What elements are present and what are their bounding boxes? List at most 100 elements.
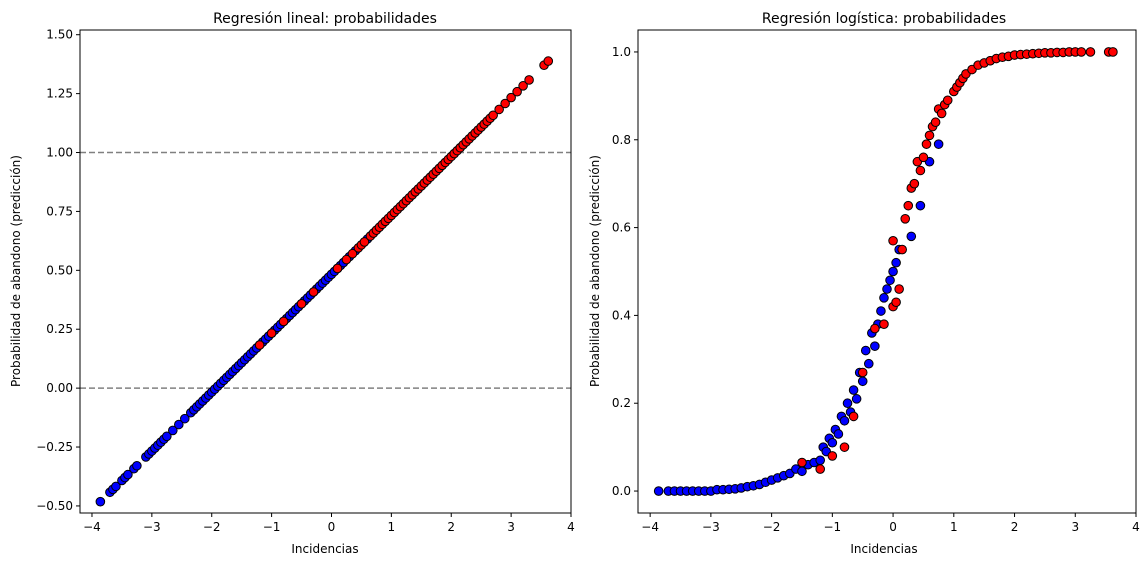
chart-linear: Regresión lineal: probabilidades −0.50 −0…	[9, 11, 575, 556]
data-point	[842, 398, 853, 409]
data-point	[921, 139, 932, 149]
data-point	[918, 152, 929, 163]
data-point	[132, 460, 142, 471]
x-tick-label: −4	[641, 520, 659, 534]
data-point	[266, 328, 277, 339]
data-point	[488, 110, 498, 121]
data-point	[827, 451, 838, 461]
data-point	[848, 411, 859, 422]
x-tick-label: −2	[203, 520, 221, 534]
data-point	[891, 257, 901, 268]
data-point	[296, 298, 307, 309]
x-axis-label: Incidencias	[850, 542, 917, 556]
y-axis-label: Probabilidad de abandono (predicción)	[9, 155, 23, 387]
data-point	[162, 431, 172, 442]
data-point	[168, 425, 178, 436]
y-ticks: 0.0 0.2 0.4 0.6 0.8 1.0	[612, 45, 638, 498]
data-point	[860, 345, 871, 356]
x-tick-label: 2	[1011, 520, 1019, 534]
x-ticks: −4 −3 −2 −1 0 1 2 3 4	[83, 513, 575, 534]
data-point	[524, 75, 534, 85]
data-point	[930, 117, 941, 128]
data-point	[888, 235, 898, 246]
y-tick-label: −0.25	[36, 440, 73, 454]
data-point	[885, 275, 895, 286]
data-point	[915, 165, 926, 176]
y-tick-label: −0.50	[36, 499, 73, 513]
y-tick-label: 1.25	[46, 87, 73, 101]
x-tick-label: −1	[823, 520, 841, 534]
data-point	[1085, 47, 1096, 57]
data-point	[857, 376, 868, 387]
data-point	[179, 413, 190, 424]
plot-frame	[637, 29, 1137, 514]
data-point	[833, 429, 844, 439]
x-ticks: −4 −3 −2 −1 0 1 2 3 4	[641, 513, 1140, 534]
reference-lines	[80, 151, 571, 389]
data-points	[95, 56, 554, 507]
y-tick-label: 0.6	[612, 221, 631, 235]
chart-logistic: Regresión logística: probabilidades 0.0 0…	[588, 11, 1140, 556]
y-tick-label: 1.50	[46, 28, 73, 42]
chart-title: Regresión lineal: probabilidades	[213, 11, 437, 27]
x-tick-label: −1	[263, 520, 281, 534]
data-point	[827, 437, 838, 448]
data-point	[123, 469, 133, 480]
data-point	[332, 263, 343, 274]
data-point	[882, 284, 892, 294]
data-point	[870, 341, 880, 351]
data-point	[924, 130, 935, 141]
data-point	[933, 139, 944, 149]
chart-title: Regresión logística: probabilidades	[762, 11, 1006, 27]
y-tick-label: 1.0	[612, 45, 631, 59]
x-tick-label: 1	[950, 520, 958, 534]
data-point	[174, 419, 184, 430]
data-point	[254, 340, 265, 350]
y-ticks: −0.50 −0.25 0.00 0.25 0.50 0.75 1.00 1.25 1.50	[36, 28, 80, 513]
data-point	[942, 95, 953, 106]
data-point	[543, 56, 554, 66]
data-point	[518, 81, 528, 91]
data-point	[839, 442, 850, 452]
data-point	[848, 385, 859, 395]
y-tick-label: 0.2	[612, 396, 631, 410]
data-point	[900, 214, 911, 224]
data-point	[915, 200, 926, 211]
data-point	[906, 231, 917, 242]
x-tick-label: 3	[1071, 520, 1079, 534]
y-axis-label: Probabilidad de abandono (predicción)	[588, 155, 602, 387]
y-tick-label: 0.25	[46, 322, 73, 336]
data-point	[278, 316, 289, 327]
x-tick-label: 0	[889, 520, 897, 534]
data-point	[500, 98, 510, 109]
data-point	[936, 108, 947, 119]
x-axis-label: Incidencias	[291, 542, 358, 556]
data-points	[653, 47, 1118, 496]
data-point	[897, 244, 907, 255]
x-tick-label: −3	[143, 520, 161, 534]
data-point	[494, 104, 504, 115]
data-point	[1076, 47, 1087, 57]
data-point	[308, 287, 319, 297]
x-tick-label: −3	[702, 520, 720, 534]
data-point	[815, 464, 826, 474]
data-point	[341, 254, 352, 265]
data-point	[879, 319, 889, 329]
x-tick-label: −4	[83, 520, 101, 534]
plot-frame	[79, 29, 572, 514]
x-tick-label: 4	[567, 520, 575, 534]
y-tick-label: 1.00	[46, 146, 73, 160]
y-tick-label: 0.50	[46, 263, 73, 277]
y-tick-label: 0.75	[46, 204, 73, 218]
data-point	[903, 200, 914, 211]
x-tick-label: 1	[388, 520, 396, 534]
data-point	[359, 237, 370, 247]
x-tick-label: 0	[328, 520, 336, 534]
y-tick-label: 0.0	[612, 484, 631, 498]
data-point	[839, 415, 850, 426]
data-point	[512, 86, 522, 97]
data-point	[870, 323, 880, 334]
data-point	[797, 457, 807, 468]
x-tick-label: 2	[447, 520, 455, 534]
